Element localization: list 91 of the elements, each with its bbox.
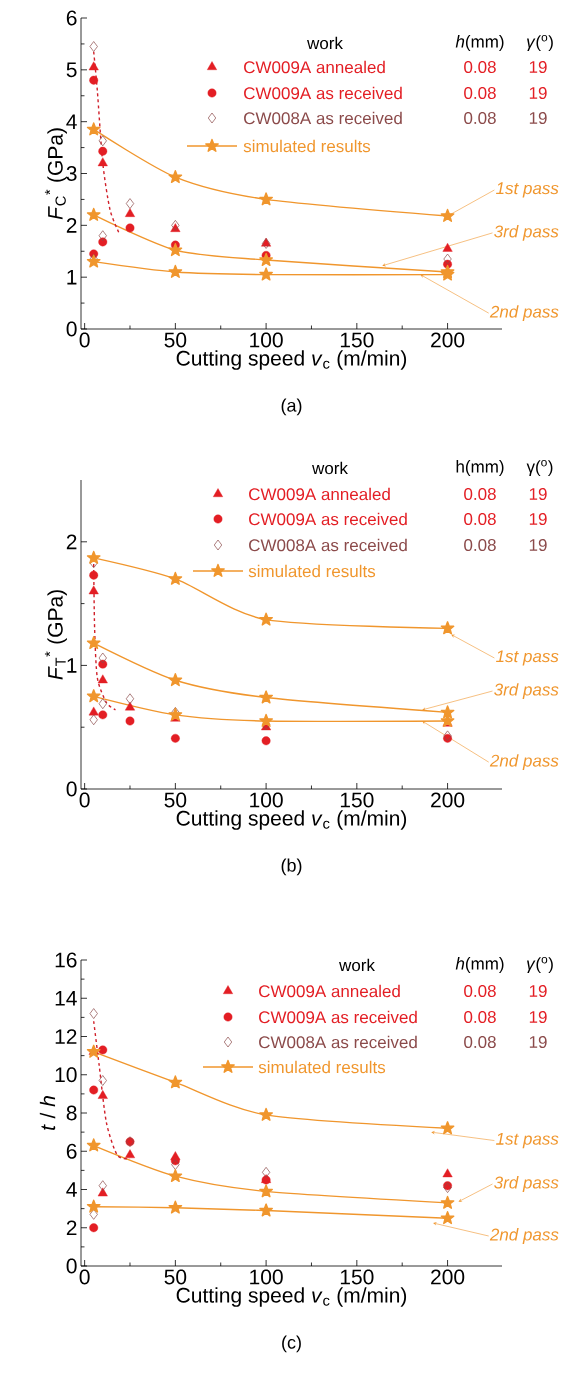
y-tick-label: 6: [66, 1143, 77, 1159]
y-tick-label: 4: [66, 114, 77, 129]
annotation: 3rd pass: [494, 1176, 559, 1192]
legend-label: CW009A annealed: [244, 60, 385, 74]
legend-label: CW008A as received: [244, 111, 402, 125]
legend-label: CW009A annealed: [249, 487, 390, 501]
text: 19: [529, 984, 547, 998]
annotation: 3rd pass: [494, 224, 559, 241]
text: 19: [529, 538, 547, 552]
legend-label: CW009A as received: [259, 1010, 417, 1024]
y-axis-title: F$_{T}$$^{*}$ (GPa): [44, 590, 67, 680]
y-tick-label: 2: [66, 534, 77, 550]
legend-label: CW008A as received: [259, 1035, 417, 1049]
text: (b): [281, 858, 302, 876]
y-axis-title: F$_{C}$$^{*}$ (GPa): [44, 128, 67, 220]
x-tick-label: 0: [79, 792, 90, 808]
text: 19: [529, 1010, 547, 1024]
y-tick-label: 5: [66, 62, 77, 78]
annotation: 0.08: [464, 86, 496, 100]
annotation: h(mm): [455, 35, 504, 51]
legend-label: simulated results: [243, 139, 371, 153]
y-tick-label: 6: [66, 10, 77, 26]
annotation: 0.08: [464, 487, 496, 501]
text: 19: [529, 111, 547, 125]
text: h(mm): [456, 460, 504, 476]
legend-title: work: [339, 958, 375, 972]
legend-title: work: [312, 461, 348, 475]
text: 19: [529, 512, 547, 526]
x-tick-label: 200: [431, 332, 465, 348]
y-tick-label: 1: [67, 658, 77, 673]
x-axis-title: Cutting speed v$_{c}$ (m/min): [176, 350, 407, 370]
legend-label: CW009A as received: [244, 86, 402, 100]
x-tick-label: 50: [164, 1269, 187, 1285]
x-tick-label: 100: [250, 792, 283, 808]
x-tick-label: 0: [79, 1269, 90, 1285]
x-tick-label: 50: [164, 792, 187, 808]
annotation: 3rd pass: [494, 683, 559, 699]
x-tick-label: 200: [431, 1269, 465, 1285]
y-tick-label: 2: [66, 1220, 77, 1236]
legend-label: simulated results: [248, 564, 376, 578]
y-tick-label: 8: [66, 1105, 77, 1121]
text: (c): [282, 1335, 301, 1353]
annotation: 2nd pass: [489, 1228, 559, 1244]
y-tick-label: 0: [66, 781, 77, 797]
y-tick-label: 4: [66, 1182, 77, 1197]
text: γ($^{o}$): [526, 459, 553, 477]
y-tick-label: 0: [66, 321, 77, 337]
y-tick-label: 10: [55, 1067, 77, 1083]
x-tick-label: 100: [250, 1269, 283, 1285]
x-tick-label: 0: [79, 332, 90, 348]
legend-label: CW009A annealed: [259, 984, 400, 998]
y-tick-label: 3: [66, 166, 77, 181]
text: γ($^{o}$): [527, 34, 553, 52]
y-tick-label: 1: [67, 269, 77, 285]
x-tick-label: 150: [340, 1269, 374, 1285]
annotation: 0.08: [464, 60, 496, 74]
x-tick-label: 150: [340, 792, 374, 808]
x-axis-title: Cutting speed v$_{c}$ (m/min): [176, 1287, 407, 1307]
legend-label: CW009A as received: [249, 512, 407, 526]
text: 19: [529, 1035, 547, 1049]
annotation: 0.08: [464, 111, 496, 125]
annotation: 2nd pass: [489, 305, 559, 322]
y-tick-label: 0: [66, 1258, 77, 1274]
annotation: 1st pass: [496, 182, 559, 198]
annotation: 0.08: [464, 984, 496, 998]
x-tick-label: 50: [164, 332, 187, 348]
text: γ($^{o}$): [527, 956, 553, 974]
legend-label: CW008A as received: [249, 538, 407, 552]
annotation: 0.08: [464, 1035, 496, 1049]
annotation: h(mm): [455, 957, 504, 973]
legend-label: simulated results: [258, 1060, 386, 1074]
annotation: 2nd pass: [489, 754, 559, 771]
annotation: 1st pass: [496, 650, 559, 666]
annotation: 0.08: [464, 1010, 496, 1024]
x-tick-label: 100: [250, 332, 283, 348]
y-axis-title: t / h: [39, 1096, 56, 1130]
y-tick-label: 16: [55, 952, 77, 968]
text: (a): [281, 398, 302, 416]
annotation: 1st pass: [496, 1132, 559, 1149]
x-tick-label: 150: [340, 332, 374, 348]
annotation: 0.08: [464, 512, 496, 526]
text: 19: [529, 86, 547, 100]
y-tick-label: 12: [55, 1029, 77, 1044]
text: 19: [529, 487, 547, 501]
legend-title: work: [307, 36, 343, 50]
x-tick-label: 200: [431, 792, 465, 808]
y-tick-label: 14: [55, 991, 77, 1006]
y-tick-label: 2: [66, 218, 77, 233]
text: 19: [529, 60, 547, 74]
x-axis-title: Cutting speed v$_{c}$ (m/min): [176, 810, 407, 830]
annotation: 0.08: [464, 538, 496, 552]
